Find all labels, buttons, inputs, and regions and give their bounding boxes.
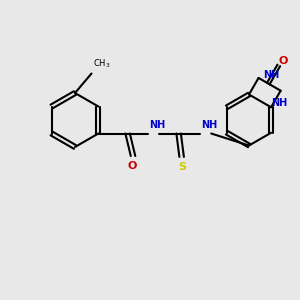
Text: NH: NH — [201, 120, 218, 130]
Text: NH: NH — [263, 70, 279, 80]
Text: NH: NH — [149, 120, 166, 130]
Text: CH$_3$: CH$_3$ — [93, 58, 110, 70]
Text: S: S — [178, 162, 186, 172]
Text: O: O — [278, 56, 288, 66]
Text: O: O — [128, 161, 137, 171]
Text: NH: NH — [271, 98, 287, 108]
